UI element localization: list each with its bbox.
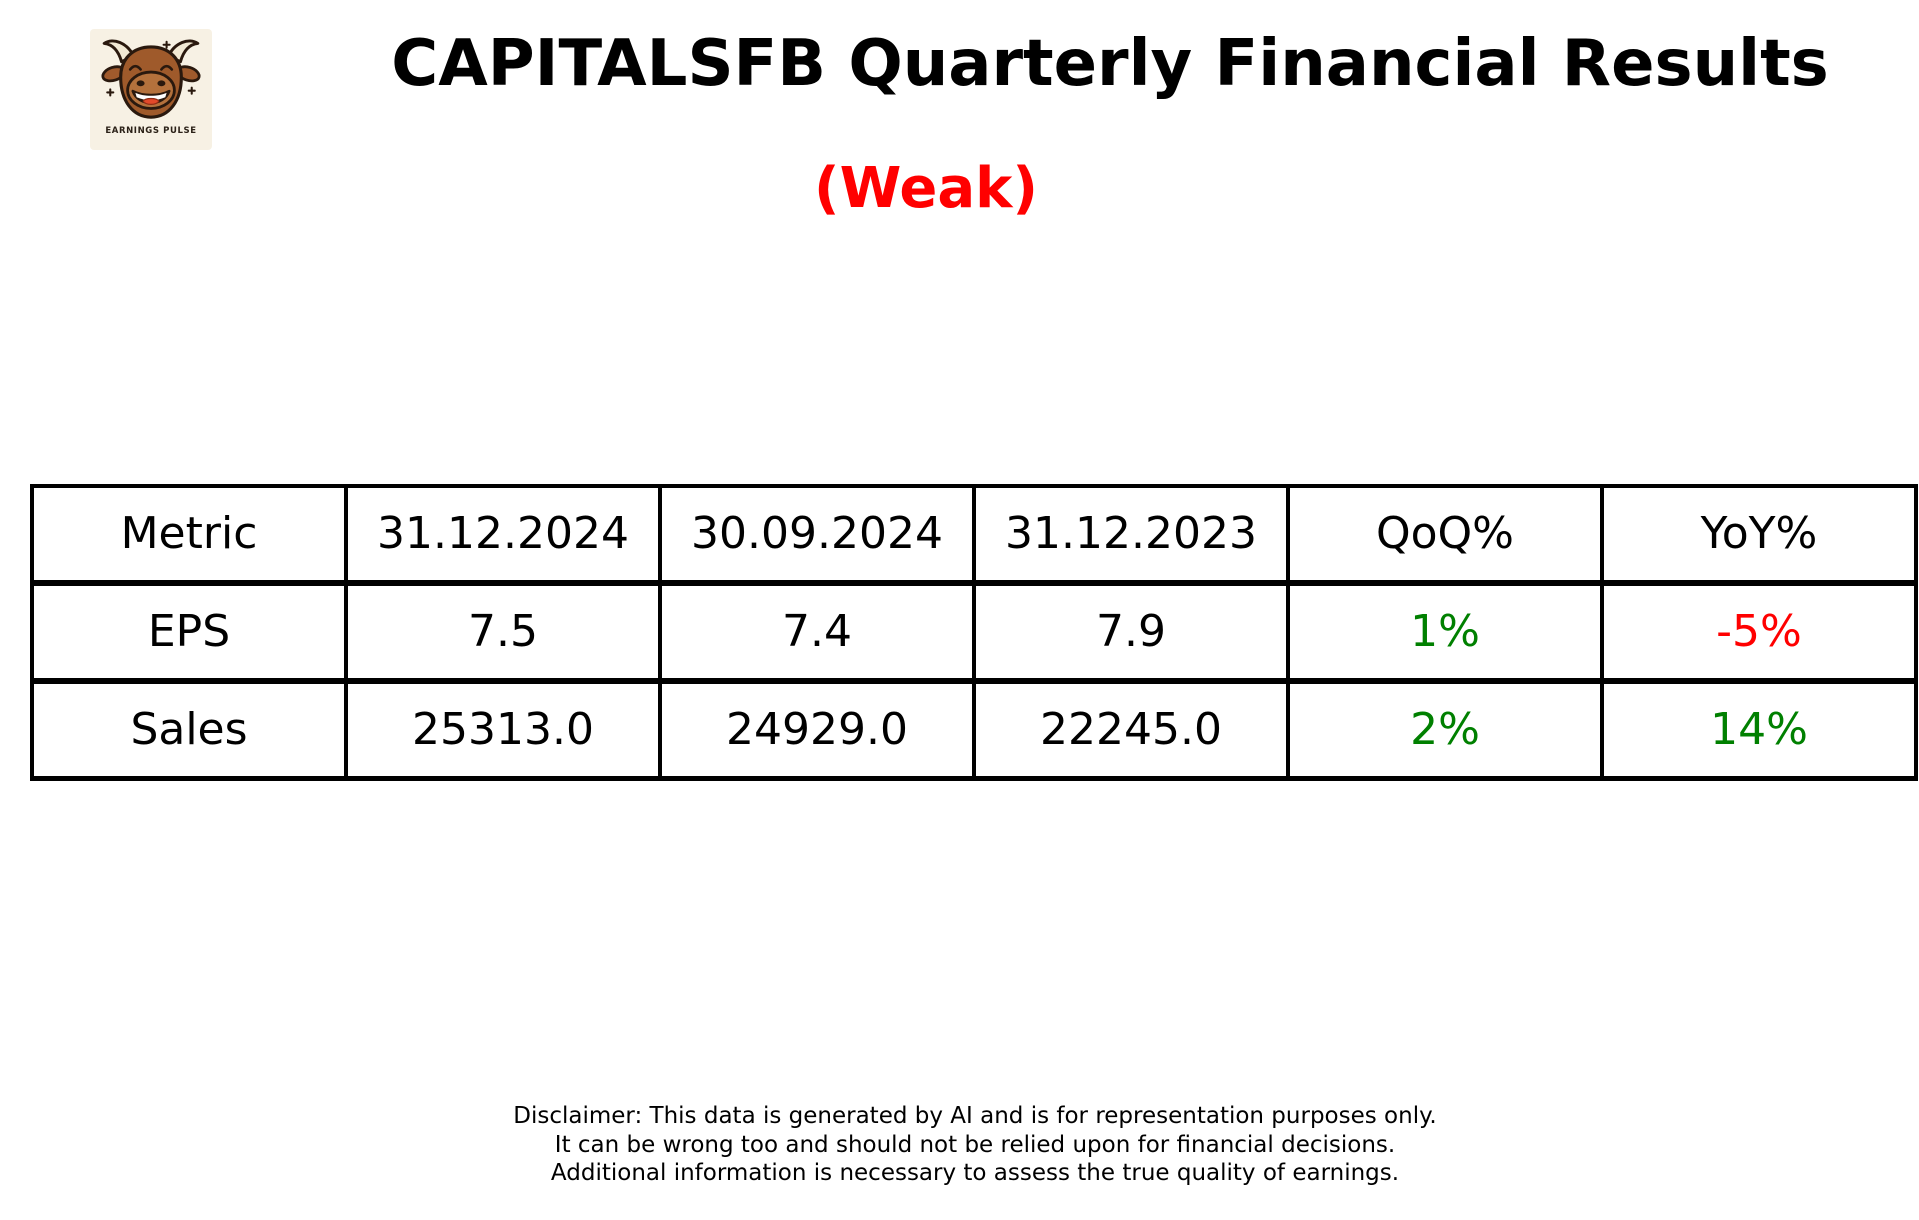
col-header-metric: Metric bbox=[30, 484, 348, 585]
disclaimer-line-2: It can be wrong too and should not be re… bbox=[554, 1131, 1396, 1158]
financial-results-table-wrap: Metric 31.12.2024 30.09.2024 31.12.2023 … bbox=[30, 484, 1918, 781]
disclaimer: Disclaimer: This data is generated by AI… bbox=[513, 1102, 1436, 1188]
logo-brand-text: EARNINGS PULSE bbox=[105, 126, 197, 136]
financial-results-table: Metric 31.12.2024 30.09.2024 31.12.2023 … bbox=[30, 484, 1918, 781]
sales-qoq-pct: 2% bbox=[1286, 678, 1604, 781]
eps-q-current: 7.5 bbox=[344, 580, 662, 683]
col-header-qoq: QoQ% bbox=[1286, 484, 1604, 585]
sales-q-previous: 24929.0 bbox=[658, 678, 976, 781]
col-header-q-yearago: 31.12.2023 bbox=[972, 484, 1290, 585]
table-row-sales: Sales 25313.0 24929.0 22245.0 2% 14% bbox=[30, 678, 1918, 781]
col-header-q-previous: 30.09.2024 bbox=[658, 484, 976, 585]
eps-qoq-pct: 1% bbox=[1286, 580, 1604, 683]
sales-q-current: 25313.0 bbox=[344, 678, 662, 781]
sales-q-yearago: 22245.0 bbox=[972, 678, 1290, 781]
verdict-label: (Weak) bbox=[814, 156, 1038, 221]
col-header-yoy: YoY% bbox=[1600, 484, 1918, 585]
table-header-row: Metric 31.12.2024 30.09.2024 31.12.2023 … bbox=[30, 484, 1918, 585]
sales-metric-cell: Sales bbox=[30, 678, 348, 781]
table-row-eps: EPS 7.5 7.4 7.9 1% -5% bbox=[30, 580, 1918, 683]
page-title: CAPITALSFB Quarterly Financial Results bbox=[391, 27, 1829, 101]
sales-yoy-pct: 14% bbox=[1600, 678, 1918, 781]
eps-q-previous: 7.4 bbox=[658, 580, 976, 683]
bull-icon bbox=[101, 39, 201, 119]
disclaimer-line-1: Disclaimer: This data is generated by AI… bbox=[513, 1103, 1437, 1129]
disclaimer-line-3: Additional information is necessary to a… bbox=[550, 1160, 1400, 1186]
eps-q-yearago: 7.9 bbox=[972, 580, 1290, 683]
earnings-pulse-logo: EARNINGS PULSE bbox=[90, 29, 212, 150]
eps-metric-cell: EPS bbox=[30, 580, 348, 683]
col-header-q-current: 31.12.2024 bbox=[344, 484, 662, 585]
eps-yoy-pct: -5% bbox=[1600, 580, 1918, 683]
